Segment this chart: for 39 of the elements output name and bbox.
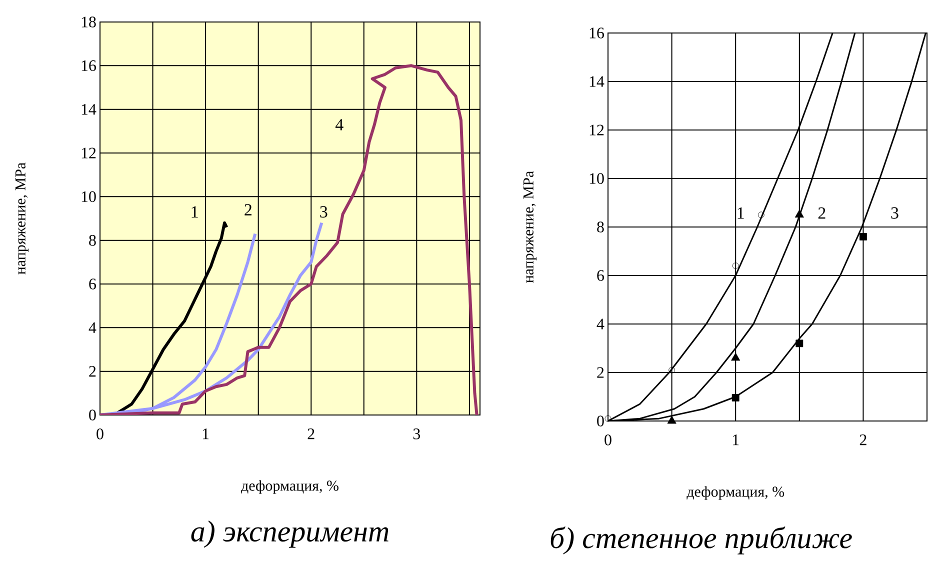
x-tick-label: 1 — [733, 434, 739, 446]
y-tick-label: 6 — [597, 270, 604, 281]
y-tick-label: 0 — [597, 416, 604, 426]
x-tick-label: 3 — [413, 428, 420, 440]
y-tick-label: 10 — [82, 191, 96, 202]
x-tick-label: 2 — [308, 428, 314, 440]
y-tick-label: 16 — [590, 28, 604, 38]
series-label: 3 — [891, 207, 898, 219]
x-tick-label: 2 — [860, 434, 866, 446]
y-tick-label: 2 — [89, 366, 96, 377]
text: а) эксперимент — [191, 520, 388, 548]
y-tick-label: 18 — [82, 16, 96, 28]
y-tick-label: 10 — [590, 173, 604, 184]
y-tick-label: 4 — [88, 322, 96, 333]
x-axis-title: деформация, % — [241, 480, 338, 494]
series-label: 1 — [738, 207, 744, 219]
y-tick-label: 12 — [82, 148, 96, 158]
series-label: 4 — [335, 119, 344, 130]
series-label: 1 — [192, 206, 198, 218]
text: б) степенное приближе — [550, 526, 852, 554]
y-tick-label: 12 — [590, 124, 604, 136]
y-axis-title: напряжение, MPa — [524, 171, 537, 283]
y-tick-label: 6 — [89, 278, 96, 290]
y-tick-label: 2 — [597, 367, 604, 378]
x-tick-label: 0 — [604, 434, 612, 446]
y-tick-label: 16 — [82, 60, 96, 72]
y-tick-label: 4 — [596, 318, 604, 330]
y-tick-label: 14 — [590, 76, 604, 87]
y-tick-label: 8 — [597, 222, 604, 232]
y-axis-title: напряжение, MPa — [16, 162, 29, 274]
series-label: 3 — [320, 206, 328, 218]
x-tick-label: 1 — [202, 428, 209, 440]
y-tick-label: 0 — [89, 410, 96, 420]
series-label: 2 — [244, 204, 252, 216]
x-tick-label: 0 — [96, 428, 104, 440]
series-label: 2 — [818, 207, 826, 219]
x-axis-title: деформация, % — [686, 486, 784, 500]
y-tick-label: 14 — [82, 104, 96, 115]
y-tick-label: 8 — [89, 234, 96, 246]
